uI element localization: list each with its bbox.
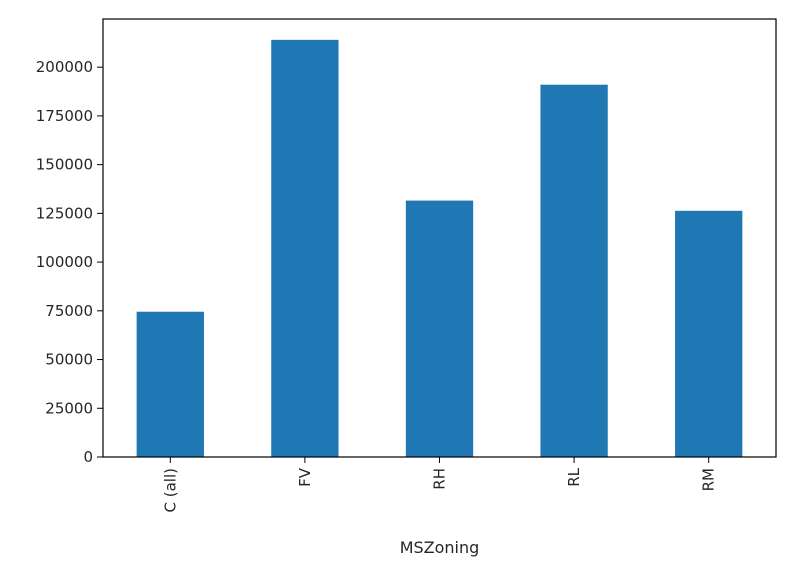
x-tick-label: RH [431, 468, 449, 490]
bar-rl [540, 84, 608, 458]
y-tick-label: 75000 [45, 302, 93, 320]
x-axis-label: MSZoning [400, 538, 480, 557]
y-tick-label: 150000 [36, 156, 93, 174]
x-tick-label: FV [296, 467, 314, 487]
y-tick-label: 175000 [36, 107, 93, 125]
y-tick-label: 100000 [36, 253, 93, 271]
bar-c-all [136, 311, 204, 457]
y-tick-label: 25000 [45, 399, 93, 417]
bar-rm [675, 210, 743, 457]
x-tick-label: RM [700, 468, 718, 491]
x-axis: C (all) FV RH RL RM [161, 457, 718, 512]
x-tick-label: RL [565, 467, 583, 486]
y-tick-label: 50000 [45, 351, 93, 369]
y-axis: 0 25000 50000 75000 100000 125000 150000 175000… [36, 58, 103, 466]
bars-group [136, 39, 743, 458]
x-tick-label: C (all) [161, 468, 179, 512]
y-tick-label: 200000 [36, 58, 93, 76]
bar-fv [271, 39, 339, 458]
y-tick-label: 125000 [36, 204, 93, 222]
bar-rh [405, 200, 474, 457]
y-tick-label: 0 [83, 448, 93, 466]
plot-frame [102, 18, 777, 458]
